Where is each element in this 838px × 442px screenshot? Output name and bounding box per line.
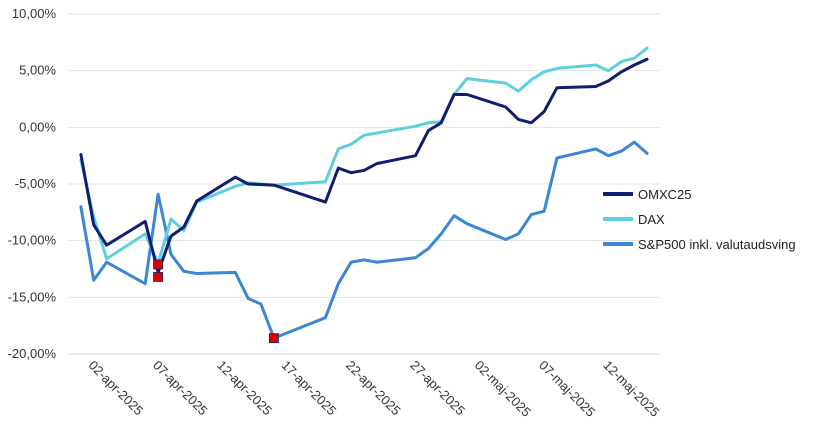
highlight-marker [269, 333, 279, 344]
y-tick-label: 10,00% [12, 6, 57, 21]
y-tick-label: -10,00% [8, 233, 57, 248]
legend-label-dax: DAX [638, 212, 665, 227]
x-tick-label: 02-apr-2025 [86, 358, 147, 419]
legend-label-sp500-inkl-valutaudsving: S&P500 inkl. valutaudsving [638, 237, 796, 252]
y-tick-label: -15,00% [8, 289, 57, 304]
x-tick-label: 12-maj-2025 [600, 358, 662, 420]
highlight-marker [153, 259, 163, 270]
series-lines [79, 46, 649, 340]
y-tick-label: 0,00% [19, 119, 56, 134]
x-tick-label: 02-maj-2025 [472, 358, 534, 420]
y-tick-label: -20,00% [8, 346, 57, 361]
legend: OMXC25 DAX S&P500 inkl. valutaudsving [603, 187, 796, 252]
x-tick-label: 22-apr-2025 [343, 358, 404, 419]
series-line-sp500-inkl-valutaudsving [79, 140, 649, 340]
series-line-dax [79, 46, 649, 265]
y-tick-label: 5,00% [19, 63, 56, 78]
x-tick-label: 27-apr-2025 [407, 358, 468, 419]
series-line-omxc25 [79, 57, 649, 274]
y-axis-tick-labels: 10,00% 5,00% 0,00% -5,00% -10,00% -15,00% -20,… [8, 6, 57, 361]
x-tick-label: 07-apr-2025 [150, 358, 211, 419]
x-tick-label: 12-apr-2025 [214, 358, 275, 419]
x-axis-tick-labels: 02-apr-2025 07-apr-2025 12-apr-2025 17-apr-… [86, 358, 663, 420]
x-tick-label: 17-apr-2025 [279, 358, 340, 419]
legend-label-omxc25: OMXC25 [638, 187, 691, 202]
y-tick-label: -5,00% [15, 176, 57, 191]
highlight-markers [153, 259, 279, 344]
x-tick-label: 07-maj-2025 [536, 358, 598, 420]
highlight-marker [153, 272, 163, 282]
